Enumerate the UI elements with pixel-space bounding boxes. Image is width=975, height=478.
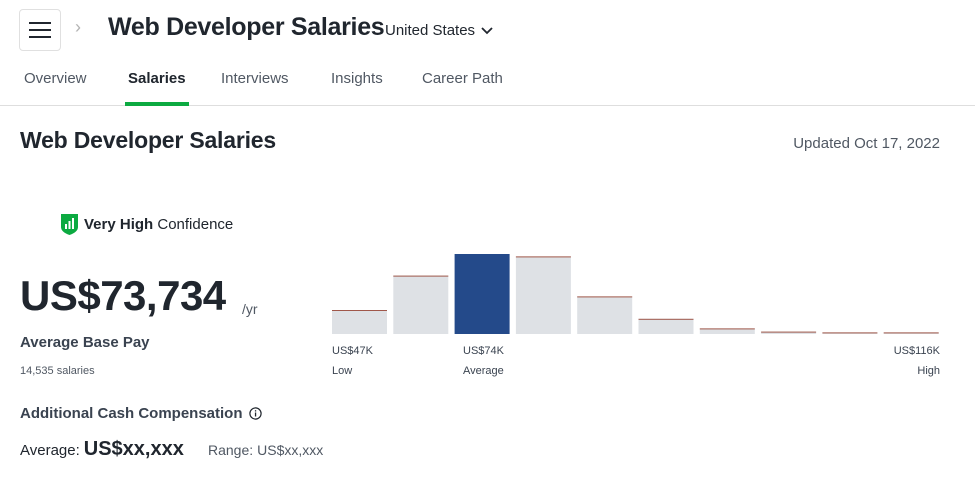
pay-unit: /yr — [242, 301, 258, 317]
page-title: Web Developer Salaries — [108, 13, 385, 41]
confidence-badge: Very High Confidence — [60, 213, 233, 236]
histogram-bar-cap — [883, 332, 939, 334]
histogram-bar — [332, 310, 387, 334]
hamburger-icon — [29, 22, 51, 38]
histogram-bar — [699, 328, 755, 334]
additional-compensation-title: Additional Cash Compensation — [20, 405, 262, 422]
average-base-pay-label: Average Base Pay — [20, 334, 150, 351]
average-base-pay-value: US$73,734 — [20, 272, 226, 319]
histogram-bar-cap — [822, 332, 878, 334]
confidence-shield-icon — [61, 214, 78, 235]
additional-range: Range: US$xx,xxx — [208, 442, 323, 458]
tab-insights[interactable]: Insights — [331, 70, 383, 87]
confidence-text: Confidence — [157, 216, 234, 233]
average-value-label: US$74K — [463, 345, 504, 357]
histogram-bar-cap — [638, 318, 694, 320]
average-text-label: Average — [463, 365, 504, 377]
histogram-bar-cap — [515, 256, 571, 258]
histogram-bar-cap — [393, 275, 449, 277]
chevron-down-icon — [481, 26, 493, 34]
tab-bar: Overview Salaries Interviews Insights Ca… — [0, 60, 975, 106]
histogram-bar — [577, 296, 633, 334]
additional-range-value: US$xx,xxx — [257, 442, 324, 458]
location-dropdown[interactable]: United States — [385, 22, 493, 39]
histogram-bar — [761, 331, 817, 334]
updated-date: Updated Oct 17, 2022 — [793, 135, 940, 152]
tab-overview[interactable]: Overview — [24, 70, 87, 87]
tab-career-path[interactable]: Career Path — [422, 70, 503, 87]
section-title: Web Developer Salaries — [20, 127, 276, 153]
histogram-bar-cap — [699, 328, 755, 330]
additional-average-label: Average: — [20, 442, 80, 459]
location-label: United States — [385, 22, 476, 39]
info-icon[interactable] — [248, 407, 262, 420]
high-text-label: High — [917, 365, 940, 377]
histogram-bar — [454, 254, 510, 334]
histogram-bar-cap — [332, 310, 387, 311]
additional-average: Average: US$xx,xxx — [20, 438, 184, 461]
high-value-label: US$116K — [893, 345, 940, 357]
breadcrumb-chevron-icon: › — [75, 17, 81, 37]
low-value-label: US$47K — [332, 345, 373, 357]
low-text-label: Low — [332, 365, 353, 377]
additional-compensation-label: Additional Cash Compensation — [20, 405, 243, 422]
histogram-bar-cap — [577, 296, 633, 298]
histogram-bar-cap — [761, 331, 817, 333]
histogram-bar — [515, 256, 571, 334]
confidence-level: Very High — [84, 216, 154, 233]
additional-range-label: Range: — [208, 442, 254, 458]
histogram-bar — [393, 275, 449, 334]
salary-count: 14,535 salaries — [20, 365, 95, 377]
additional-average-value: US$xx,xxx — [83, 438, 184, 460]
tab-salaries[interactable]: Salaries — [125, 70, 189, 106]
tab-interviews[interactable]: Interviews — [221, 70, 289, 87]
menu-button[interactable] — [19, 9, 61, 51]
histogram-bar — [638, 318, 694, 334]
